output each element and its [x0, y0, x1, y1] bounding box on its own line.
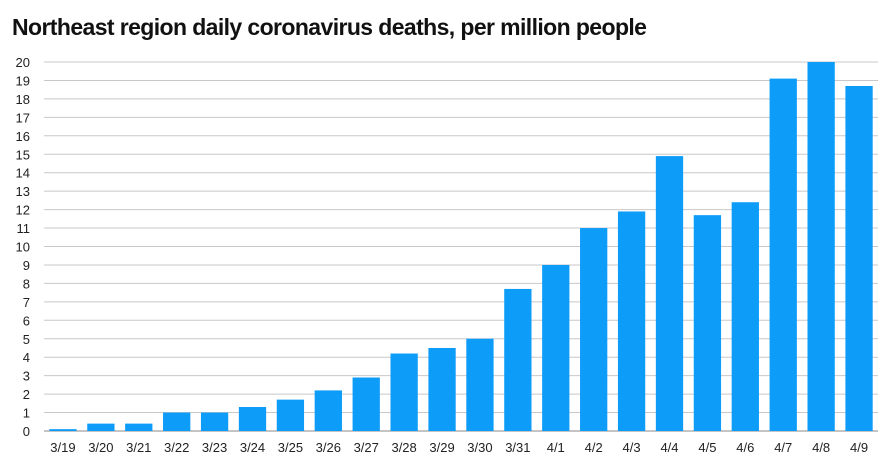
x-tick-label: 3/30: [467, 440, 492, 455]
y-tick-label: 4: [23, 350, 30, 365]
bar-4-4: [655, 156, 684, 431]
bars: [49, 62, 873, 432]
bar-4-2: [580, 228, 608, 431]
bar-3-27: [352, 377, 380, 431]
bar-3-24: [238, 407, 267, 431]
bar-4-3: [617, 211, 646, 431]
bar-3-19: [49, 429, 77, 431]
x-tick-label: 4/7: [774, 440, 792, 455]
bar-4-7: [769, 78, 797, 431]
x-tick-label: 3/21: [126, 440, 151, 455]
x-tick-label: 3/29: [429, 440, 454, 455]
x-tick-label: 3/19: [50, 440, 75, 455]
y-tick-label: 0: [23, 424, 30, 439]
y-tick-label: 17: [16, 110, 30, 125]
x-tick-label: 3/28: [391, 440, 416, 455]
y-tick-label: 9: [23, 258, 30, 273]
x-tick-label: 4/8: [812, 440, 830, 455]
bar-4-8: [807, 62, 835, 431]
y-tick-label: 6: [23, 313, 30, 328]
bar-4-9: [845, 85, 873, 432]
x-tick-label: 4/1: [547, 440, 565, 455]
x-tick-label: 3/23: [202, 440, 227, 455]
bar-3-21: [125, 423, 153, 431]
bar-3-20: [87, 423, 115, 431]
y-tick-label: 10: [16, 240, 30, 255]
x-tick-label: 3/27: [354, 440, 379, 455]
x-tick-label: 4/3: [623, 440, 641, 455]
bar-4-1: [542, 264, 570, 431]
y-tick-label: 7: [23, 295, 30, 310]
y-tick-label: 16: [16, 129, 30, 144]
x-tick-label: 3/20: [88, 440, 113, 455]
y-tick-label: 19: [16, 73, 30, 88]
y-tick-label: 13: [16, 184, 30, 199]
x-tick-label: 3/25: [278, 440, 303, 455]
y-tick-label: 12: [16, 203, 30, 218]
x-axis-ticks: 3/19 3/20 3/21 3/22 3/23 3/24 3/25 3/26 3/27 3/28…: [50, 440, 868, 455]
y-tick-label: 3: [23, 369, 30, 384]
bar-3-25: [276, 399, 305, 431]
y-tick-label: 2: [23, 387, 30, 402]
bar-4-5: [693, 215, 722, 431]
x-tick-label: 3/26: [316, 440, 341, 455]
chart-title: Northeast region daily coronavirus death…: [12, 14, 647, 40]
bar-3-23: [200, 412, 229, 431]
bar-3-26: [314, 390, 342, 431]
bar-3-22: [163, 412, 191, 431]
y-tick-label: 8: [23, 276, 30, 291]
bar-3-28: [390, 353, 418, 431]
x-tick-label: 4/9: [850, 440, 868, 455]
y-tick-label: 1: [23, 406, 30, 421]
y-tick-label: 15: [16, 147, 30, 162]
x-tick-label: 3/24: [240, 440, 265, 455]
bar-3-31: [504, 288, 532, 431]
y-tick-label: 11: [17, 221, 31, 236]
y-tick-label: 18: [16, 92, 30, 107]
bar-3-30: [466, 338, 494, 431]
y-tick-label: 20: [16, 55, 30, 70]
x-tick-label: 3/31: [505, 440, 530, 455]
y-tick-label: 14: [16, 166, 30, 181]
x-tick-label: 4/5: [698, 440, 716, 455]
y-tick-label: 5: [23, 332, 30, 347]
x-tick-label: 4/6: [736, 440, 754, 455]
x-tick-label: 3/22: [164, 440, 189, 455]
x-tick-label: 4/4: [660, 440, 678, 455]
bar-3-29: [428, 347, 456, 431]
bar-4-6: [731, 202, 759, 431]
x-tick-label: 4/2: [585, 440, 603, 455]
